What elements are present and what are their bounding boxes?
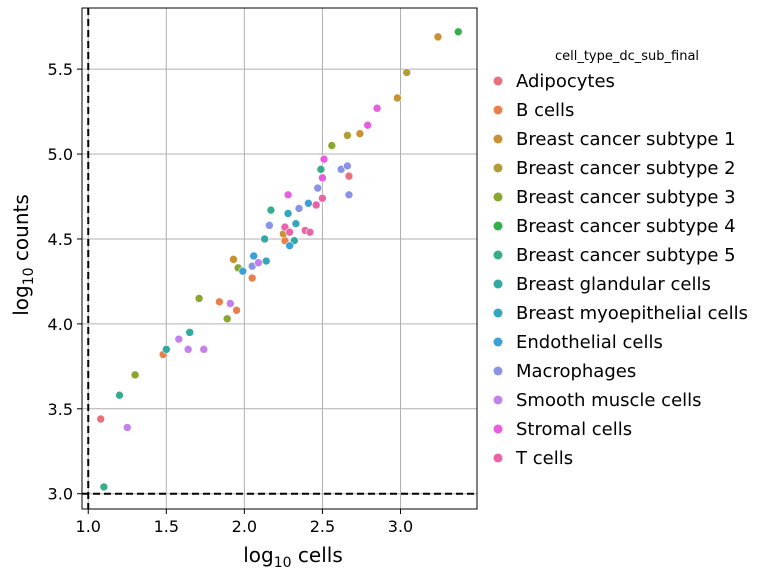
scatter-point bbox=[265, 221, 274, 230]
scatter-point bbox=[238, 266, 248, 276]
legend-marker bbox=[493, 105, 503, 115]
scatter-point bbox=[199, 345, 209, 354]
legend-marker bbox=[493, 453, 503, 463]
grid bbox=[82, 8, 477, 509]
scatter-point bbox=[316, 165, 326, 174]
scatter-point bbox=[343, 131, 352, 140]
y-tick-label: 4.0 bbox=[48, 315, 73, 334]
scatter-point bbox=[185, 328, 195, 337]
scatter-point bbox=[183, 345, 193, 354]
scatter-point bbox=[254, 258, 263, 268]
scatter-point bbox=[291, 219, 301, 228]
reference-lines bbox=[82, 8, 477, 509]
y-tick-label: 5.0 bbox=[48, 145, 73, 164]
y-tick-label: 5.5 bbox=[48, 60, 73, 79]
scatter-point bbox=[260, 234, 269, 244]
legend-label: Endothelial cells bbox=[516, 332, 663, 353]
scatter-point bbox=[304, 199, 313, 208]
legend-marker bbox=[493, 250, 503, 260]
scatter-point bbox=[283, 209, 293, 218]
scatter-point bbox=[261, 256, 271, 266]
y-tick-label: 4.5 bbox=[48, 230, 73, 249]
scatter-point bbox=[247, 273, 257, 283]
x-tick-label: 3.0 bbox=[388, 517, 413, 536]
scatter-point bbox=[363, 120, 373, 130]
legend: Adipocytes B cells Breast cancer subtype 1… bbox=[493, 71, 748, 469]
legend-marker bbox=[493, 366, 503, 376]
scatter-point bbox=[215, 297, 224, 307]
scatter-point bbox=[194, 294, 204, 303]
scatter-point bbox=[226, 299, 235, 308]
legend-marker bbox=[493, 395, 503, 405]
scatter-point bbox=[433, 32, 443, 42]
legend-label: Breast glandular cells bbox=[516, 274, 711, 295]
scatter-point bbox=[311, 200, 321, 210]
x-tick-label: 1.0 bbox=[76, 517, 101, 536]
scatter-point bbox=[249, 251, 259, 261]
scatter-point bbox=[285, 241, 294, 251]
scatter-point bbox=[283, 190, 293, 200]
data-points bbox=[96, 27, 463, 492]
scatter-point bbox=[372, 103, 382, 113]
scatter-point bbox=[453, 27, 463, 37]
legend-label: B cells bbox=[516, 100, 574, 121]
axis-ticks: 1.0 1.5 2.0 2.5 3.0 3.0 3.5 4.0 4.5 5.0 5.5 bbox=[48, 60, 414, 536]
scatter-point bbox=[99, 482, 109, 492]
scatter-point bbox=[327, 141, 337, 150]
y-tick-label: 3.0 bbox=[48, 485, 73, 504]
legend-label: Smooth muscle cells bbox=[516, 390, 702, 411]
x-tick-label: 2.5 bbox=[310, 517, 335, 536]
scatter-point bbox=[344, 190, 354, 200]
scatter-point bbox=[130, 370, 140, 380]
legend-marker bbox=[493, 163, 503, 173]
scatter-point bbox=[355, 129, 365, 138]
legend-label: Stromal cells bbox=[516, 419, 632, 440]
legend-label: Macrophages bbox=[516, 361, 636, 382]
scatter-point bbox=[305, 227, 315, 237]
scatter-point bbox=[266, 205, 276, 215]
legend-label: Breast cancer subtype 3 bbox=[516, 187, 736, 208]
legend-label: T cells bbox=[515, 448, 573, 469]
x-axis-label: log10 cells bbox=[243, 543, 343, 571]
legend-marker bbox=[493, 424, 503, 434]
legend-marker bbox=[493, 134, 503, 144]
x-tick-label: 1.5 bbox=[154, 517, 179, 536]
scatter-point bbox=[313, 183, 323, 193]
legend-title: cell_type_dc_sub_final bbox=[555, 49, 699, 64]
x-tick-label: 2.0 bbox=[232, 517, 257, 536]
scatter-point bbox=[222, 314, 232, 324]
legend-label: Breast cancer subtype 2 bbox=[516, 158, 736, 179]
legend-marker bbox=[493, 221, 503, 231]
scatter-point bbox=[122, 423, 132, 432]
scatter-point bbox=[115, 390, 124, 400]
scatter-point bbox=[174, 334, 184, 344]
legend-label: Breast myoepithelial cells bbox=[516, 303, 748, 324]
scatter-point bbox=[402, 68, 412, 77]
y-axis-label: log10 counts bbox=[9, 194, 37, 316]
legend-marker bbox=[493, 337, 503, 347]
y-tick-label: 3.5 bbox=[48, 400, 73, 419]
scatter-point bbox=[229, 255, 238, 264]
scatter-point bbox=[232, 305, 241, 315]
scatter-point bbox=[344, 171, 354, 181]
scatter-point bbox=[285, 227, 294, 237]
legend-label: Breast cancer subtype 5 bbox=[516, 245, 736, 266]
legend-label: Breast cancer subtype 4 bbox=[516, 216, 736, 237]
legend-label: Breast cancer subtype 1 bbox=[516, 129, 736, 150]
plot-frame bbox=[81, 7, 478, 510]
legend-marker bbox=[493, 279, 503, 289]
scatter-point bbox=[96, 414, 106, 424]
legend-marker bbox=[493, 76, 503, 86]
legend-label: Adipocytes bbox=[516, 71, 615, 92]
scatter-point bbox=[294, 204, 304, 213]
scatter-point bbox=[318, 173, 327, 183]
scatter-point bbox=[393, 93, 402, 103]
scatter-point bbox=[343, 161, 352, 171]
legend-marker bbox=[493, 192, 503, 202]
scatter-point bbox=[162, 345, 171, 354]
scatter-point bbox=[319, 154, 329, 164]
scatter-point bbox=[318, 193, 327, 203]
legend-marker bbox=[493, 308, 503, 318]
